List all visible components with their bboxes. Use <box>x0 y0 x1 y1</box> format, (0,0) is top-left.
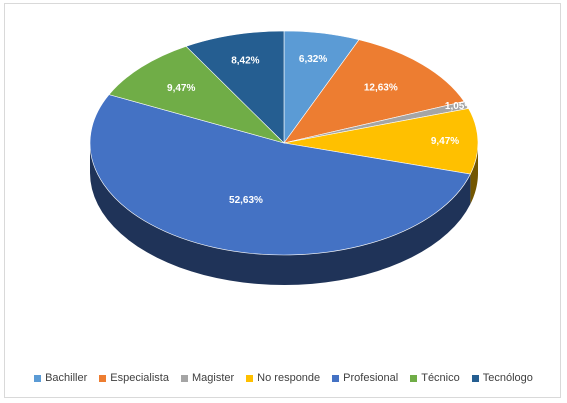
legend-item-magister: Magister <box>180 372 235 384</box>
pie-slice-tecnologo <box>185 30 285 144</box>
data-label-magister: 1,05% <box>445 101 473 112</box>
legend-swatch-magister <box>180 374 188 382</box>
legend-swatch-especialista <box>99 374 107 382</box>
legend: Bachiller Especialista Magister No responde… <box>5 372 562 384</box>
legend-item-bachiller: Bachiller <box>34 372 87 384</box>
legend-label: Tecnólogo <box>482 372 533 384</box>
data-label-tecnologo: 8,42% <box>231 55 259 66</box>
data-label-no-responde: 9,47% <box>431 136 459 147</box>
legend-swatch-profesional <box>332 374 340 382</box>
pie-side-no-responde <box>470 143 478 205</box>
legend-item-especialista: Especialista <box>99 372 169 384</box>
pie-labels: 6,32% 12,63% 1,05% 9,47% 52,63% 9,47% 8,42% <box>167 54 473 206</box>
legend-swatch-tecnologo <box>471 374 479 382</box>
legend-swatch-no-responde <box>246 374 254 382</box>
pie-slice-especialista <box>283 39 465 144</box>
data-label-profesional: 52,63% <box>229 195 263 206</box>
legend-label: No responde <box>257 372 321 384</box>
legend-item-tecnico: Técnico <box>410 372 460 384</box>
pie-depth <box>90 143 478 285</box>
chart-frame: 6,32% 12,63% 1,05% 9,47% 52,63% 9,47% 8,42% Ba… <box>4 3 561 398</box>
data-label-especialista: 12,63% <box>364 83 398 94</box>
data-label-tecnico: 9,47% <box>167 83 195 94</box>
legend-swatch-tecnico <box>410 374 418 382</box>
legend-label: Magister <box>191 372 235 384</box>
pie-slice-no-responde <box>283 108 479 175</box>
legend-label: Técnico <box>421 372 460 384</box>
pie-slice-tecnico <box>108 45 286 144</box>
pie-slice-profesional <box>89 94 471 256</box>
legend-item-no-responde: No responde <box>246 372 320 384</box>
legend-label: Profesional <box>343 372 399 384</box>
pie-side-profesional <box>90 143 471 285</box>
pie-chart: 6,32% 12,63% 1,05% 9,47% 52,63% 9,47% 8,42% <box>89 30 479 285</box>
data-label-bachiller: 6,32% <box>299 54 327 65</box>
legend-item-tecnologo: Tecnólogo <box>471 372 533 384</box>
legend-swatch-bachiller <box>34 374 42 382</box>
pie-top <box>89 30 479 256</box>
legend-item-profesional: Profesional <box>332 372 398 384</box>
legend-label: Especialista <box>110 372 169 384</box>
legend-label: Bachiller <box>45 372 88 384</box>
